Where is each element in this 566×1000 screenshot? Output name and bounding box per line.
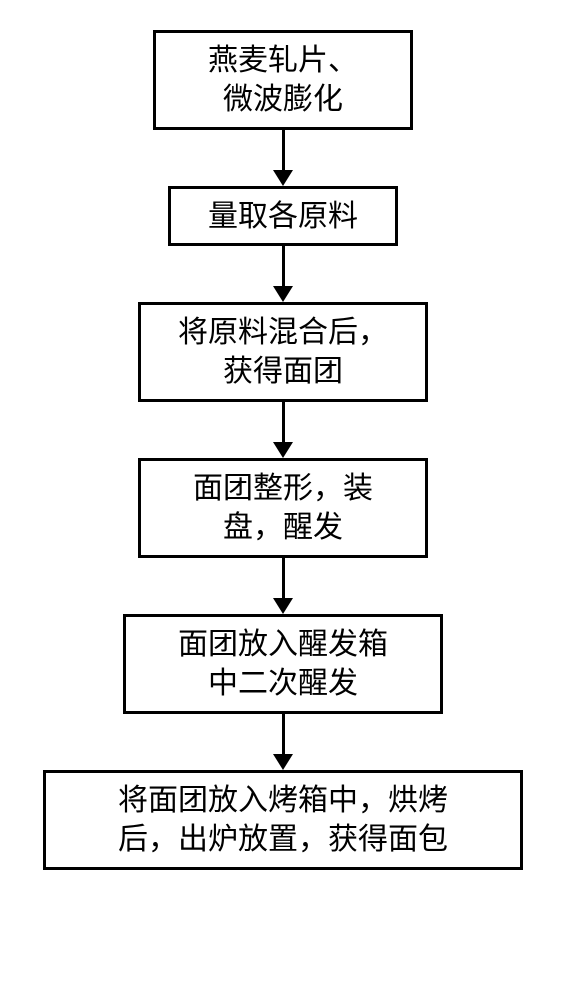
arrow-head-icon [273,170,293,186]
node-text: 微波膨化 [223,80,343,119]
arrow-line [282,714,285,754]
flow-node-3: 将原料混合后， 获得面团 [138,302,428,402]
node-text: 将面团放入烤箱中，烘烤 [118,781,448,820]
arrow-line [282,402,285,442]
node-text: 燕麦轧片、 [208,41,358,80]
node-text: 获得面团 [223,352,343,391]
arrow-head-icon [273,598,293,614]
arrow-line [282,558,285,598]
node-text: 盘，醒发 [223,508,343,547]
arrow-line [282,130,285,170]
flow-node-4: 面团整形，装 盘，醒发 [138,458,428,558]
arrow-5 [273,714,293,770]
arrow-2 [273,246,293,302]
arrow-1 [273,130,293,186]
arrow-3 [273,402,293,458]
arrow-head-icon [273,442,293,458]
flow-node-2: 量取各原料 [168,186,398,246]
arrow-head-icon [273,754,293,770]
node-text: 后，出炉放置，获得面包 [118,820,448,859]
node-text: 面团放入醒发箱 [178,625,388,664]
arrow-line [282,246,285,286]
node-text: 中二次醒发 [208,664,358,703]
flow-node-5: 面团放入醒发箱 中二次醒发 [123,614,443,714]
node-text: 量取各原料 [208,197,358,236]
arrow-head-icon [273,286,293,302]
node-text: 将原料混合后， [178,313,388,352]
flow-node-1: 燕麦轧片、 微波膨化 [153,30,413,130]
arrow-4 [273,558,293,614]
node-text: 面团整形，装 [193,469,373,508]
flow-node-6: 将面团放入烤箱中，烘烤 后，出炉放置，获得面包 [43,770,523,870]
